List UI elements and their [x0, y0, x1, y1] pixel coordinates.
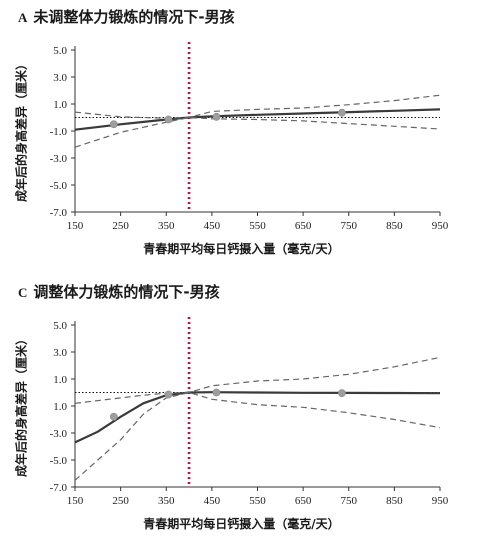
panel-letter: C	[18, 285, 28, 300]
y-tick-label: -5.0	[50, 455, 68, 467]
series-line-estimate	[74, 108, 441, 131]
chart-panel-c: C 调整体力锻炼的情况下-男孩 成年后的身高差异（厘米） 5.0 3.0 1.0 1.0…	[0, 275, 483, 540]
x-tick-label: 350	[158, 495, 175, 507]
y-tick-label: -3.0	[50, 153, 68, 165]
y-tick-label: 3.0	[53, 347, 67, 359]
x-tick-label: 450	[204, 220, 221, 232]
y-tick-label: 5.0	[53, 45, 67, 57]
y-tick-label: -7.0	[50, 207, 68, 219]
x-tick-label: 250	[112, 495, 129, 507]
x-tick-label: 950	[432, 495, 449, 507]
chart-panel-a: A 未调整体力锻炼的情况下-男孩 成年后的身高差异（厘米） 5.0 3.0 1.0 -1…	[0, 0, 483, 265]
x-tick-label: 550	[249, 495, 266, 507]
series-line-lower-ci	[74, 391, 441, 481]
data-point-marker	[164, 115, 173, 124]
x-tick-label: 250	[112, 220, 129, 232]
panel-letter: A	[18, 10, 28, 25]
series-line-estimate	[74, 391, 441, 444]
data-point-marker	[109, 412, 118, 421]
data-point-marker	[212, 388, 221, 397]
data-point-marker	[338, 389, 346, 398]
x-tick-label: 850	[386, 220, 403, 232]
x-tick-label: 450	[204, 495, 221, 507]
x-tick-label: 750	[341, 495, 358, 507]
series-line-upper-ci	[74, 94, 441, 119]
y-tick-label: 1.0	[53, 401, 67, 413]
y-tick-label: -3.0	[50, 428, 68, 440]
data-point-marker	[109, 120, 118, 129]
x-tick-label: 750	[341, 220, 358, 232]
chart-title-text: 调整体力锻炼的情况下-男孩	[33, 283, 220, 301]
x-tick-label: 650	[295, 495, 312, 507]
y-tick-label: -1.0	[50, 126, 68, 138]
y-tick-label: 1.0	[53, 374, 67, 386]
x-axis-label: 青春期平均每日钙摄入量（毫克/天）	[143, 242, 340, 256]
series-line-upper-ci	[74, 356, 441, 404]
y-tick-label: -7.0	[50, 482, 68, 494]
x-tick-label: 350	[158, 220, 175, 232]
data-point-marker	[338, 108, 346, 117]
chart-title: A 未调整体力锻炼的情况下-男孩	[18, 6, 235, 27]
x-tick-label: 150	[67, 220, 84, 232]
x-axis-label: 青春期平均每日钙摄入量（毫克/天）	[143, 517, 340, 531]
chart-title-text: 未调整体力锻炼的情况下-男孩	[33, 8, 235, 26]
x-tick-label: 550	[249, 220, 266, 232]
y-tick-label: 5.0	[53, 320, 67, 332]
x-tick-label: 150	[67, 495, 84, 507]
x-tick-label: 850	[386, 495, 403, 507]
data-point-marker	[212, 112, 221, 121]
y-tick-label: 1.0	[53, 99, 67, 111]
data-point-marker	[164, 390, 173, 399]
series-line-lower-ci	[74, 116, 441, 148]
chart-title: C 调整体力锻炼的情况下-男孩	[18, 281, 220, 302]
x-tick-label: 650	[295, 220, 312, 232]
y-tick-label: 3.0	[53, 72, 67, 84]
x-tick-label: 950	[432, 220, 449, 232]
y-tick-label: -5.0	[50, 180, 68, 192]
